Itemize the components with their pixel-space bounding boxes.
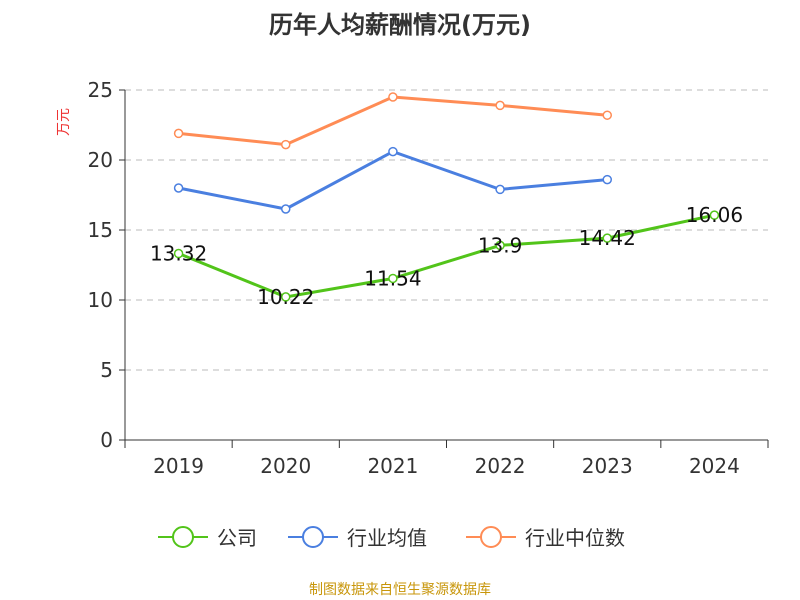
legend-marker [480,526,502,548]
y-tick-label: 25 [88,78,113,102]
data-point [602,233,612,243]
x-tick-label: 2023 [582,454,633,478]
x-tick-label: 2019 [153,454,204,478]
y-axis-label: 万元 [56,108,72,136]
y-tick-label: 5 [100,358,113,382]
data-label: 13.32 [150,242,207,266]
data-point [173,248,184,259]
data-point [602,110,612,120]
y-tick-label: 10 [88,288,113,312]
x-tick-label: 2021 [367,454,418,478]
legend-label: 行业中位数 [525,526,625,550]
x-tick-label: 2024 [689,454,740,478]
data-label: 13.9 [478,233,523,257]
data-point [173,183,184,193]
x-tick-label: 2022 [475,454,526,478]
data-label: 10.22 [257,285,314,309]
data-point [281,139,291,150]
source-note: 制图数据来自恒生聚源数据库 [309,582,491,598]
data-point [495,100,505,111]
data-point [388,146,398,157]
legend-label: 公司 [217,526,257,550]
legend-marker [302,526,324,548]
series-line [178,213,715,299]
legend-label: 行业均值 [347,526,427,550]
y-tick-label: 0 [100,428,113,452]
x-tick-label: 2020 [260,454,311,478]
data-point [495,184,505,195]
data-point [495,240,505,251]
data-point [173,128,184,139]
data-point [281,292,291,302]
data-label: 11.54 [364,266,421,290]
data-label: 14.42 [579,226,636,250]
y-tick-label: 20 [88,148,113,172]
data-label: 16.06 [686,203,743,227]
data-point [281,204,291,214]
chart-title: 历年人均薪酬情况(万元) [269,11,531,39]
legend-marker [172,526,194,548]
y-tick-label: 15 [88,218,113,242]
data-point [709,210,720,220]
data-point [602,174,612,185]
data-point [388,92,398,102]
data-point [388,273,398,284]
series-line [178,95,608,147]
